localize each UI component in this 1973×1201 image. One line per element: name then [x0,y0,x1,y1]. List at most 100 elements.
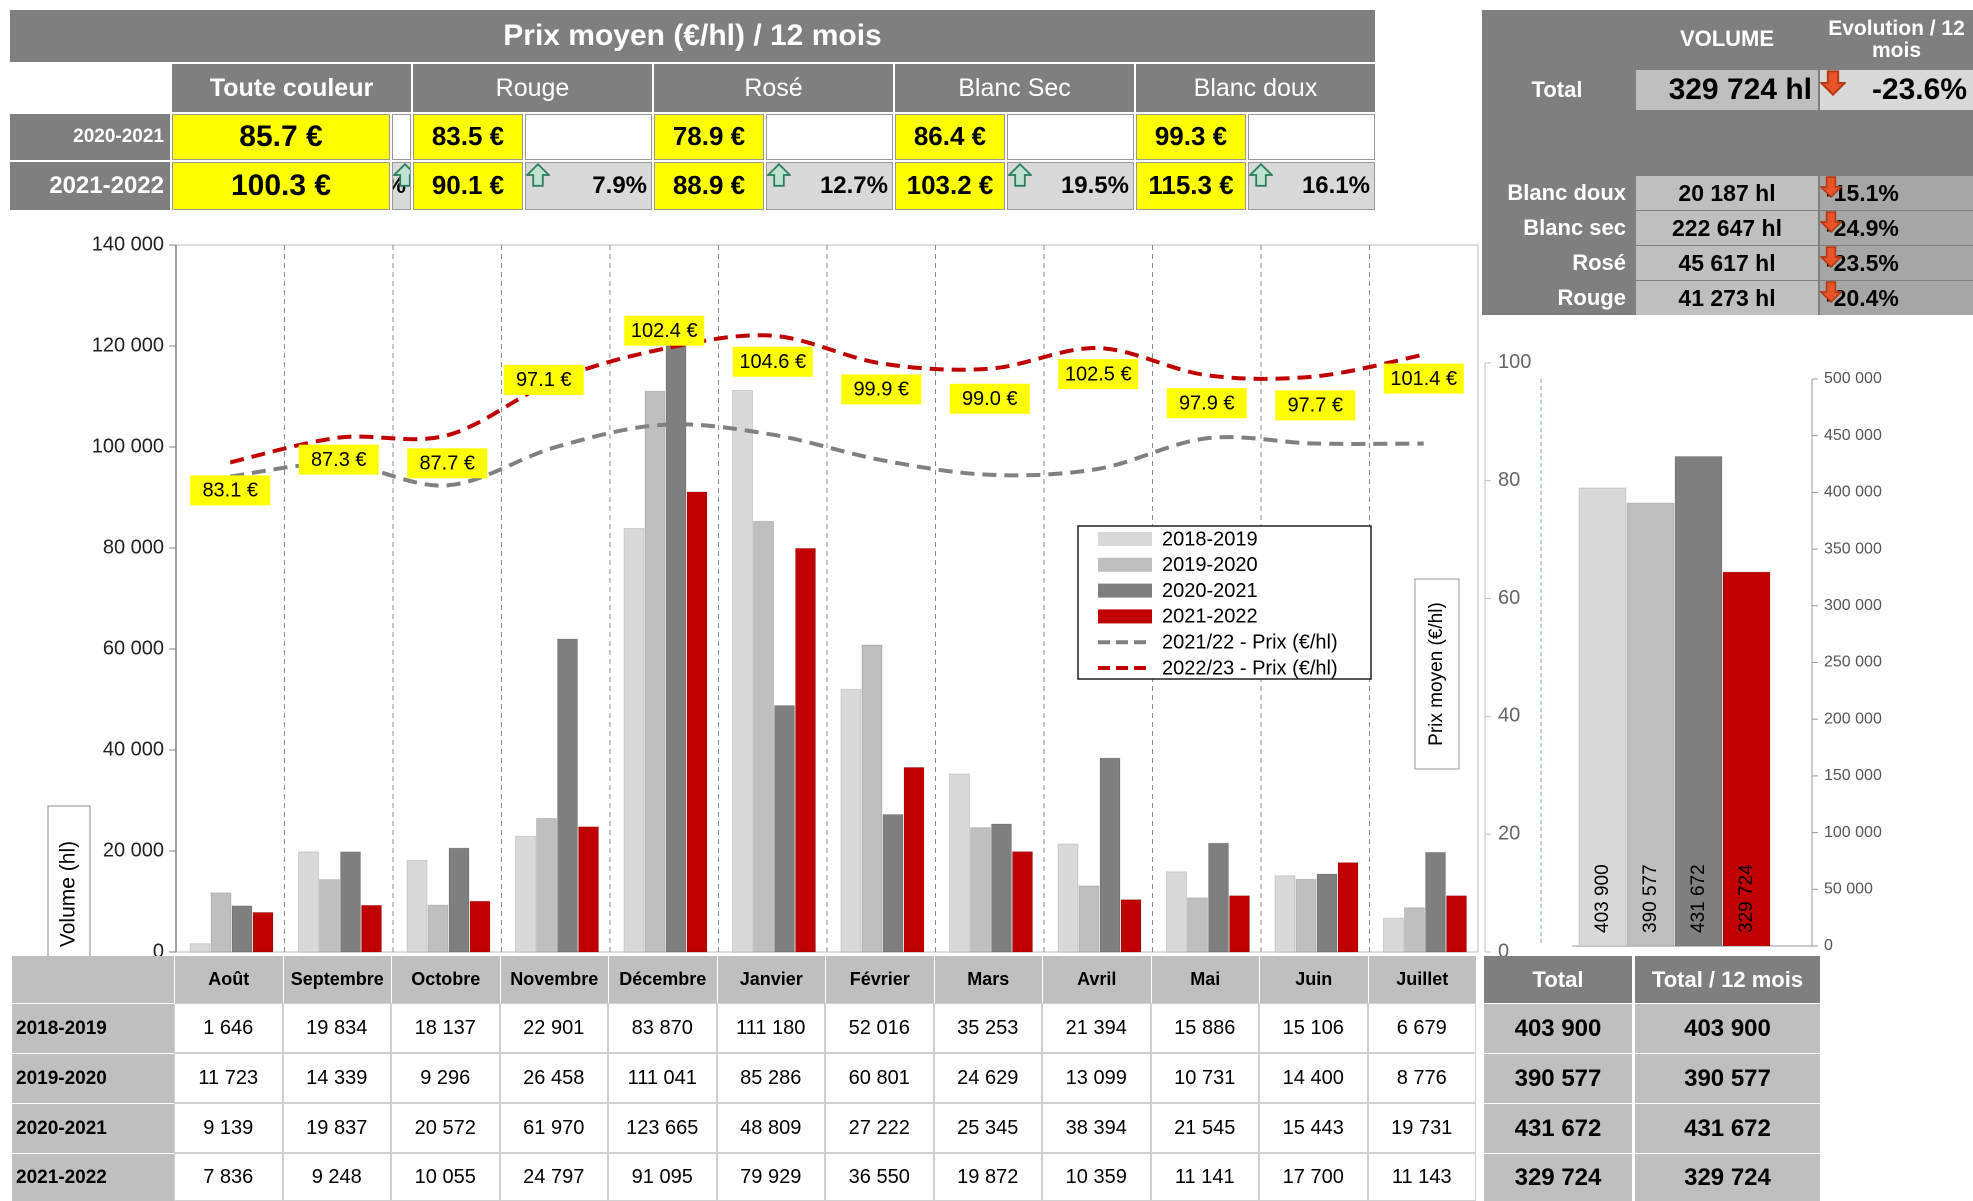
price-value-text: 100.3 € [230,169,332,203]
table-value-text: 11 141 [1174,1165,1235,1188]
total-12-header: Total / 12 mois [1635,956,1820,1003]
table-value: 14 400 [1259,1053,1368,1103]
data-label-box [624,315,705,346]
table-value: 24 797 [499,1153,608,1201]
bar [1012,851,1033,953]
y2-tick-label: 20 [1498,822,1520,844]
table-total-12: 329 724 [1635,1153,1820,1201]
table-value-text: 14 339 [306,1066,368,1089]
table-total-12: 403 900 [1635,1003,1820,1053]
table-value-text: 52 016 [848,1016,910,1039]
month-header-text: Novembre [510,969,599,990]
y2-tick-label: 40 [1498,705,1520,727]
table-value-text: 26 458 [523,1066,585,1089]
legend-label: 2019-2020 [1162,554,1258,576]
bar [1208,842,1229,953]
bar [1229,895,1250,953]
volume-row-value: 222 647 hl [1636,211,1818,245]
total-bar [1722,571,1771,947]
table-total: 403 900 [1484,1003,1632,1053]
month-header-text: Mai [1190,969,1221,990]
price-value-text: 85.7 € [239,120,323,154]
data-label-box [190,475,271,506]
month-header: Octobre [391,956,500,1003]
table-value-text: 6 679 [1396,1016,1447,1039]
table-value-text: 8 776 [1396,1066,1447,1089]
month-header: Février [825,956,934,1003]
data-label-box [732,346,813,377]
table-value: 21 545 [1150,1103,1259,1153]
data-label: 102.4 € [631,320,698,342]
table-value-text: 21 545 [1174,1116,1236,1139]
table-value-text: 111 041 [627,1066,697,1089]
price-value: 86.4 € [895,114,1005,160]
y-tick-label: 120 000 [92,334,164,356]
price-value-text: 83.5 € [431,121,505,152]
bar [578,826,599,953]
bar [991,823,1012,953]
table-value: 13 099 [1042,1053,1151,1103]
volume-row-change: -24.9% [1820,211,1973,245]
legend-label: 2020-2021 [1162,580,1258,602]
bar [1166,871,1187,953]
price-line [229,333,1425,465]
bar [753,520,774,953]
price-row-label-text: 2020-2021 [73,126,164,148]
month-header-text: Septembre [290,969,384,990]
volume-row-label: Rouge [1482,281,1630,315]
table-value: 83 870 [608,1003,717,1053]
total-volume: 329 724 hl [1636,70,1818,110]
legend-swatch [1098,532,1152,546]
month-header-text: Février [849,969,910,990]
table-value: 91 095 [608,1153,717,1201]
table-value-text: 111 180 [736,1016,806,1039]
price-change: 19.5% [1007,162,1134,210]
row-label-text: 2021-2022 [16,1166,107,1188]
table-value-text: 22 901 [523,1016,585,1039]
month-header: Août [174,956,283,1003]
totals-y-tick-label: 400 000 [1824,484,1882,501]
data-label: 102.5 € [1065,363,1132,385]
table-value: 14 339 [282,1053,391,1103]
bar [1425,851,1446,953]
y-tick-label: 80 000 [103,536,164,558]
month-header: Juillet [1367,956,1476,1003]
table-value-text: 15 106 [1282,1016,1344,1039]
table-total-text: 329 724 [1514,1163,1602,1191]
row-label: 2018-2019 [12,1003,174,1053]
table-value: 11 723 [174,1053,283,1103]
table-value-text: 20 572 [414,1116,476,1139]
evolution-header-text: Evolution / 12 mois [1828,16,1965,62]
bar [861,644,883,953]
legend-swatch [1098,583,1152,598]
bar [665,326,687,953]
data-label-box [1058,359,1139,390]
bar [469,900,491,953]
header-blank [10,64,170,112]
bar [515,835,536,953]
table-value-text: 24 797 [523,1165,585,1188]
bar [623,527,645,953]
totals-y-tick-label: 250 000 [1824,654,1882,671]
month-header: Avril [1042,956,1151,1003]
table-value-text: 123 665 [626,1116,699,1139]
table-value: 25 345 [933,1103,1042,1153]
table-value: 36 550 [825,1153,934,1201]
total-label-text: Total [1531,77,1583,103]
row-label: 2019-2020 [12,1053,174,1103]
arrow-down-icon [1820,211,1842,233]
total-header-text: Total [1532,966,1584,992]
table-value-text: 1 646 [203,1016,254,1039]
y2-tick-label: 80 [1498,469,1520,491]
table-value: 19 834 [282,1003,391,1053]
table-value-text: 15 886 [1174,1016,1236,1039]
data-label: 83.1 € [202,480,258,502]
price-change-empty [1248,114,1375,160]
y2-tick-label: 60 [1498,587,1520,609]
price-value: 99.3 € [1136,114,1246,160]
y-label-box [47,805,91,983]
price-value: 78.9 € [654,114,764,160]
data-label-box [407,448,488,479]
price-change-text: 12.7% [819,172,888,200]
volume-row-label-text: Blanc sec [1523,215,1626,241]
